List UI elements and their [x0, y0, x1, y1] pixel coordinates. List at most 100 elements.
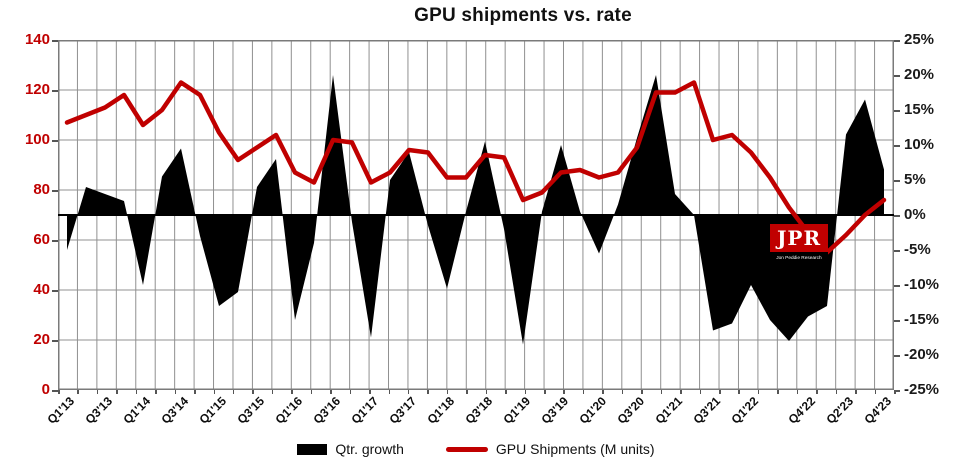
right-axis-tick: [894, 75, 900, 77]
left-axis-tick-label: 100: [24, 131, 50, 148]
x-axis-tick: [349, 390, 352, 394]
x-axis-tick: [641, 390, 643, 394]
x-axis-label: Q4'23: [861, 394, 894, 427]
left-axis-tick: [52, 240, 58, 242]
qtr-growth-area: [67, 75, 884, 345]
left-axis-tick-label: 140: [24, 31, 50, 48]
x-axis-tick: [505, 390, 507, 394]
x-axis-tick: [719, 390, 721, 394]
jpr-logo-initials: JPR: [776, 226, 822, 250]
jpr-logo: JPR Jon Peddie Research: [770, 224, 828, 263]
x-axis-label: Q3'13: [82, 394, 115, 427]
x-axis-label: Q1'22: [728, 394, 761, 427]
left-axis-tick-label: 20: [33, 331, 50, 348]
left-axis-tick: [52, 40, 58, 42]
left-axis-tick: [52, 190, 58, 192]
right-axis-tick: [894, 390, 900, 392]
left-axis-tick: [52, 140, 58, 142]
x-axis-label: Q3'14: [158, 394, 191, 427]
right-axis-tick: [894, 250, 900, 252]
left-axis-tick-label: 80: [33, 181, 50, 198]
x-axis-tick: [446, 390, 449, 394]
x-axis-label: Q3'18: [462, 394, 495, 427]
x-axis-tick: [232, 390, 235, 394]
left-axis-tick: [52, 340, 58, 342]
right-axis-tick-label: 25%: [904, 31, 935, 48]
x-axis-label: Q3'20: [614, 394, 647, 427]
left-axis-tick: [52, 390, 58, 392]
x-axis-label: Q3'17: [386, 394, 419, 427]
right-axis-tick: [894, 145, 900, 147]
x-axis-tick: [582, 390, 585, 394]
x-axis-tick: [699, 390, 702, 394]
right-axis-tick: [894, 285, 900, 287]
x-axis-tick: [174, 390, 177, 394]
x-axis-tick: [894, 390, 896, 394]
x-axis-tick: [680, 390, 682, 394]
right-axis-tick: [894, 110, 900, 112]
x-axis-tick: [58, 390, 60, 394]
legend-label-gpu-shipments: GPU Shipments (M units): [495, 441, 655, 457]
x-axis-tick: [310, 390, 313, 394]
x-axis-label: Q3'21: [690, 394, 723, 427]
chart-canvas: [58, 40, 894, 390]
x-axis-tick: [874, 390, 877, 394]
x-axis-tick: [369, 390, 371, 394]
chart-title: GPU shipments vs. rate: [414, 5, 632, 26]
x-axis-label: Q3'15: [234, 394, 267, 427]
legend-label-qtr-growth: Qtr. growth: [335, 441, 404, 457]
right-axis-tick-label: -20%: [904, 346, 940, 363]
x-axis-tick: [835, 390, 838, 394]
right-axis-tick: [894, 355, 900, 357]
x-axis-tick: [271, 390, 274, 394]
right-axis-tick: [894, 40, 900, 42]
x-axis-tick: [466, 390, 468, 394]
right-axis-tick-label: -10%: [904, 276, 940, 293]
right-axis-tick-label: -15%: [904, 311, 940, 328]
x-axis-tick: [291, 390, 293, 394]
x-axis-tick: [757, 390, 760, 394]
x-axis-tick: [407, 390, 410, 394]
x-axis-tick: [796, 390, 799, 394]
right-axis-tick-label: -5%: [904, 241, 931, 258]
x-axis-label: Q3'19: [538, 394, 571, 427]
x-axis-tick: [816, 390, 818, 394]
left-axis-tick: [52, 90, 58, 92]
right-axis-tick: [894, 180, 900, 182]
x-axis-label: Q1'15: [196, 394, 229, 427]
right-axis-tick-label: 15%: [904, 101, 935, 118]
right-axis-tick-label: 5%: [904, 171, 926, 188]
x-axis-tick: [427, 390, 429, 394]
right-axis-tick-label: -25%: [904, 381, 940, 398]
legend-swatch-qtr-growth: [297, 443, 328, 455]
x-axis-tick: [544, 390, 546, 394]
x-axis-label: Q1'21: [652, 394, 685, 427]
x-axis-label: Q3'16: [310, 394, 343, 427]
right-axis-tick: [894, 320, 900, 322]
x-axis-tick: [485, 390, 488, 394]
x-axis-tick: [621, 390, 624, 394]
x-axis-tick: [563, 390, 565, 394]
x-axis-tick: [213, 390, 216, 394]
x-axis-label: Q1'20: [576, 394, 609, 427]
x-axis-label: Q1'14: [120, 394, 153, 427]
x-axis-tick: [252, 390, 254, 394]
gpu-shipments-line: [64, 80, 887, 255]
x-axis-label: Q4'22: [785, 394, 818, 427]
plot-area: [58, 40, 894, 390]
left-axis-tick-label: 120: [24, 81, 50, 98]
right-axis-tick-label: 0%: [904, 206, 926, 223]
left-axis-tick-label: 0: [41, 381, 50, 398]
x-axis-tick: [330, 390, 332, 394]
right-axis-tick-label: 20%: [904, 66, 935, 83]
x-axis-tick: [602, 390, 604, 394]
x-axis-tick: [116, 390, 118, 394]
chart-legend: Qtr. growth GPU Shipments (M units): [58, 441, 894, 457]
x-axis-label: Q1'17: [348, 394, 381, 427]
x-axis-tick: [135, 390, 138, 394]
x-axis-tick: [155, 390, 157, 394]
x-axis-tick: [524, 390, 527, 394]
x-axis-label: Q1'18: [424, 394, 457, 427]
legend-swatch-gpu-shipments: [445, 446, 488, 452]
